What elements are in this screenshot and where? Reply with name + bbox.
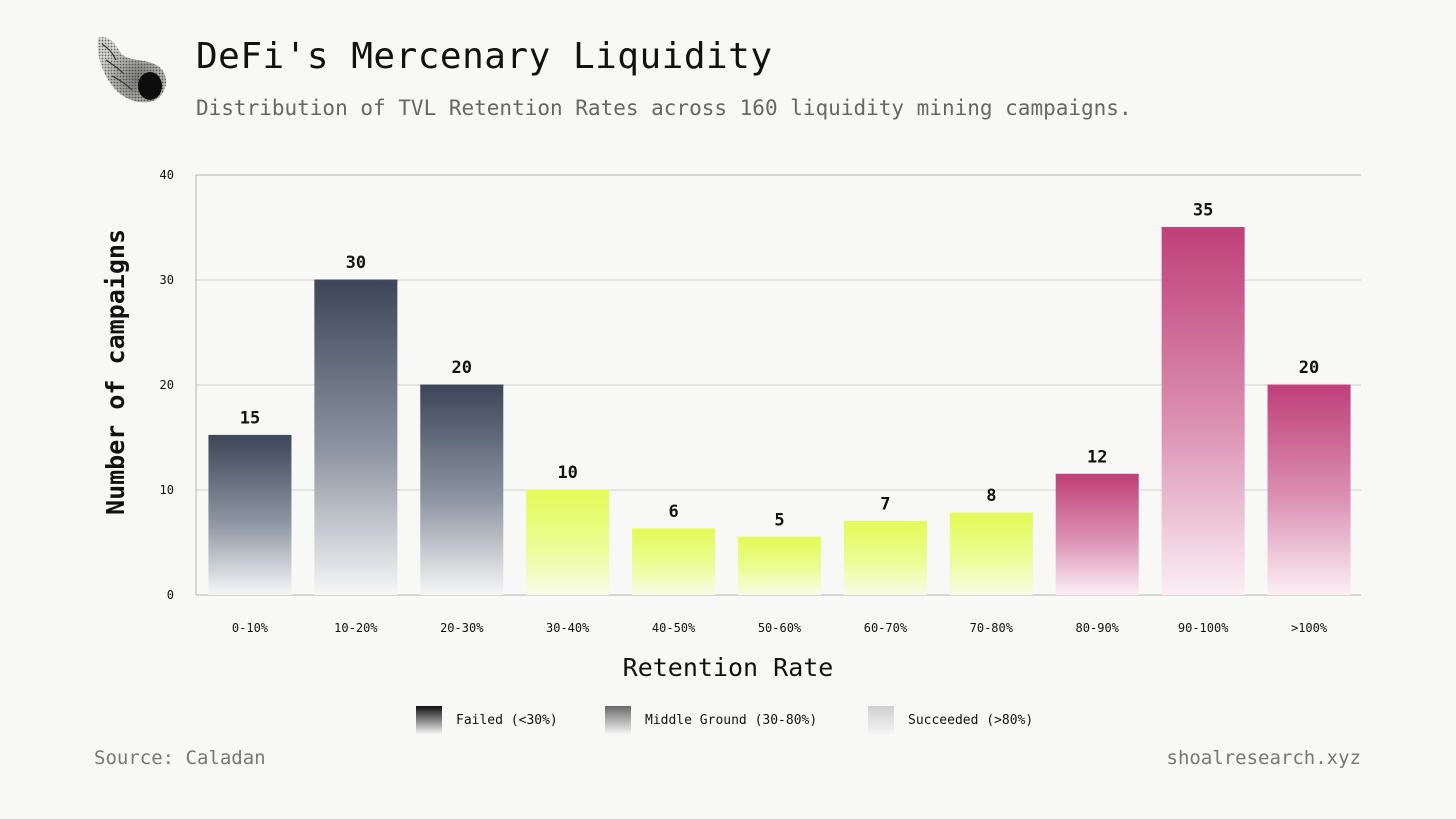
bar xyxy=(314,280,398,595)
bar xyxy=(738,537,821,595)
y-tick-label: 20 xyxy=(160,378,174,392)
bar xyxy=(843,521,927,595)
bar-chart: 0 10 20 30 40 15 30 20 10 6 5 7 8 12 35 20 0-10% 10-20%… xyxy=(101,168,1361,682)
data-label: 20 xyxy=(452,358,472,378)
data-label: 30 xyxy=(346,253,366,273)
y-axis-title: Number of campaigns xyxy=(101,229,130,515)
x-tick-label: >100% xyxy=(1291,621,1328,635)
legend-label-succeeded: Succeeded (>80%) xyxy=(908,712,1034,728)
bar xyxy=(949,513,1033,595)
data-label: 7 xyxy=(880,495,890,515)
x-tick-label: 20-30% xyxy=(440,621,484,635)
legend-item-failed: Failed (<30%) xyxy=(416,706,558,734)
site-url[interactable]: shoalresearch.xyz xyxy=(1166,747,1361,769)
x-tick-label: 40-50% xyxy=(652,621,696,635)
bar xyxy=(208,435,292,595)
legend-item-middle: Middle Ground (30-80%) xyxy=(605,706,817,734)
y-tick-label: 0 xyxy=(167,588,174,602)
data-label: 10 xyxy=(557,463,577,483)
legend-swatch-middle xyxy=(605,706,631,734)
x-tick-label: 0-10% xyxy=(232,621,269,635)
data-labels: 15 30 20 10 6 5 7 8 12 35 20 xyxy=(240,201,1320,531)
bar xyxy=(420,385,504,595)
shell-logo-icon xyxy=(97,37,167,103)
bar xyxy=(1267,385,1351,595)
x-tick-label: 50-60% xyxy=(758,621,802,635)
x-tick-label: 60-70% xyxy=(864,621,908,635)
data-label: 5 xyxy=(774,510,784,530)
x-tick-label: 30-40% xyxy=(546,621,590,635)
y-tick-label: 40 xyxy=(160,168,174,182)
source-note: Source: Caladan xyxy=(94,747,266,769)
chart-legend: Failed (<30%) Middle Ground (30-80%) Suc… xyxy=(0,706,1456,736)
x-tick-label: 90-100% xyxy=(1178,621,1229,635)
data-label: 12 xyxy=(1087,447,1107,467)
legend-item-succeeded: Succeeded (>80%) xyxy=(868,706,1033,734)
bar xyxy=(526,490,610,595)
x-axis-title: Retention Rate xyxy=(623,653,834,682)
y-tick-labels: 0 10 20 30 40 xyxy=(160,168,174,602)
legend-label-failed: Failed (<30%) xyxy=(456,712,558,728)
x-tick-labels: 0-10% 10-20% 20-30% 30-40% 40-50% 50-60% 60-70… xyxy=(232,621,1328,635)
legend-swatch-failed xyxy=(416,706,442,734)
x-tick-label: 80-90% xyxy=(1076,621,1120,635)
bar xyxy=(1055,474,1139,595)
bar xyxy=(632,528,716,595)
legend-label-middle: Middle Ground (30-80%) xyxy=(645,712,818,728)
legend-swatch-succeeded xyxy=(868,706,894,734)
data-label: 8 xyxy=(986,486,996,506)
data-label: 35 xyxy=(1193,201,1213,221)
x-tick-label: 10-20% xyxy=(334,621,378,635)
bars xyxy=(208,227,1351,595)
data-label: 15 xyxy=(240,408,260,428)
bar xyxy=(1161,227,1245,595)
x-tick-label: 70-80% xyxy=(970,621,1014,635)
data-label: 6 xyxy=(668,502,678,522)
page-subtitle: Distribution of TVL Retention Rates acro… xyxy=(196,96,1132,120)
page-title: DeFi's Mercenary Liquidity xyxy=(196,36,773,77)
y-tick-label: 10 xyxy=(160,483,174,497)
y-tick-label: 30 xyxy=(160,273,174,287)
data-label: 20 xyxy=(1299,358,1319,378)
